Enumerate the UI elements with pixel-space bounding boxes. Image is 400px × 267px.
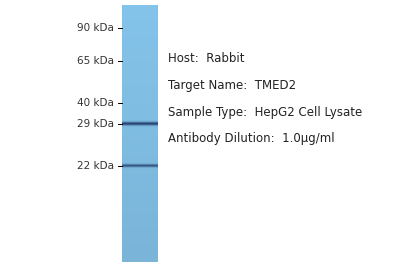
- Text: Sample Type:  HepG2 Cell Lysate: Sample Type: HepG2 Cell Lysate: [168, 106, 362, 119]
- Text: 65 kDa: 65 kDa: [77, 56, 114, 66]
- Text: 29 kDa: 29 kDa: [77, 119, 114, 129]
- Text: Host:  Rabbit: Host: Rabbit: [168, 52, 244, 65]
- Text: Target Name:  TMED2: Target Name: TMED2: [168, 79, 296, 92]
- Text: 22 kDa: 22 kDa: [77, 160, 114, 171]
- Text: Antibody Dilution:  1.0µg/ml: Antibody Dilution: 1.0µg/ml: [168, 132, 335, 145]
- Text: 40 kDa: 40 kDa: [77, 98, 114, 108]
- Text: 90 kDa: 90 kDa: [77, 23, 114, 33]
